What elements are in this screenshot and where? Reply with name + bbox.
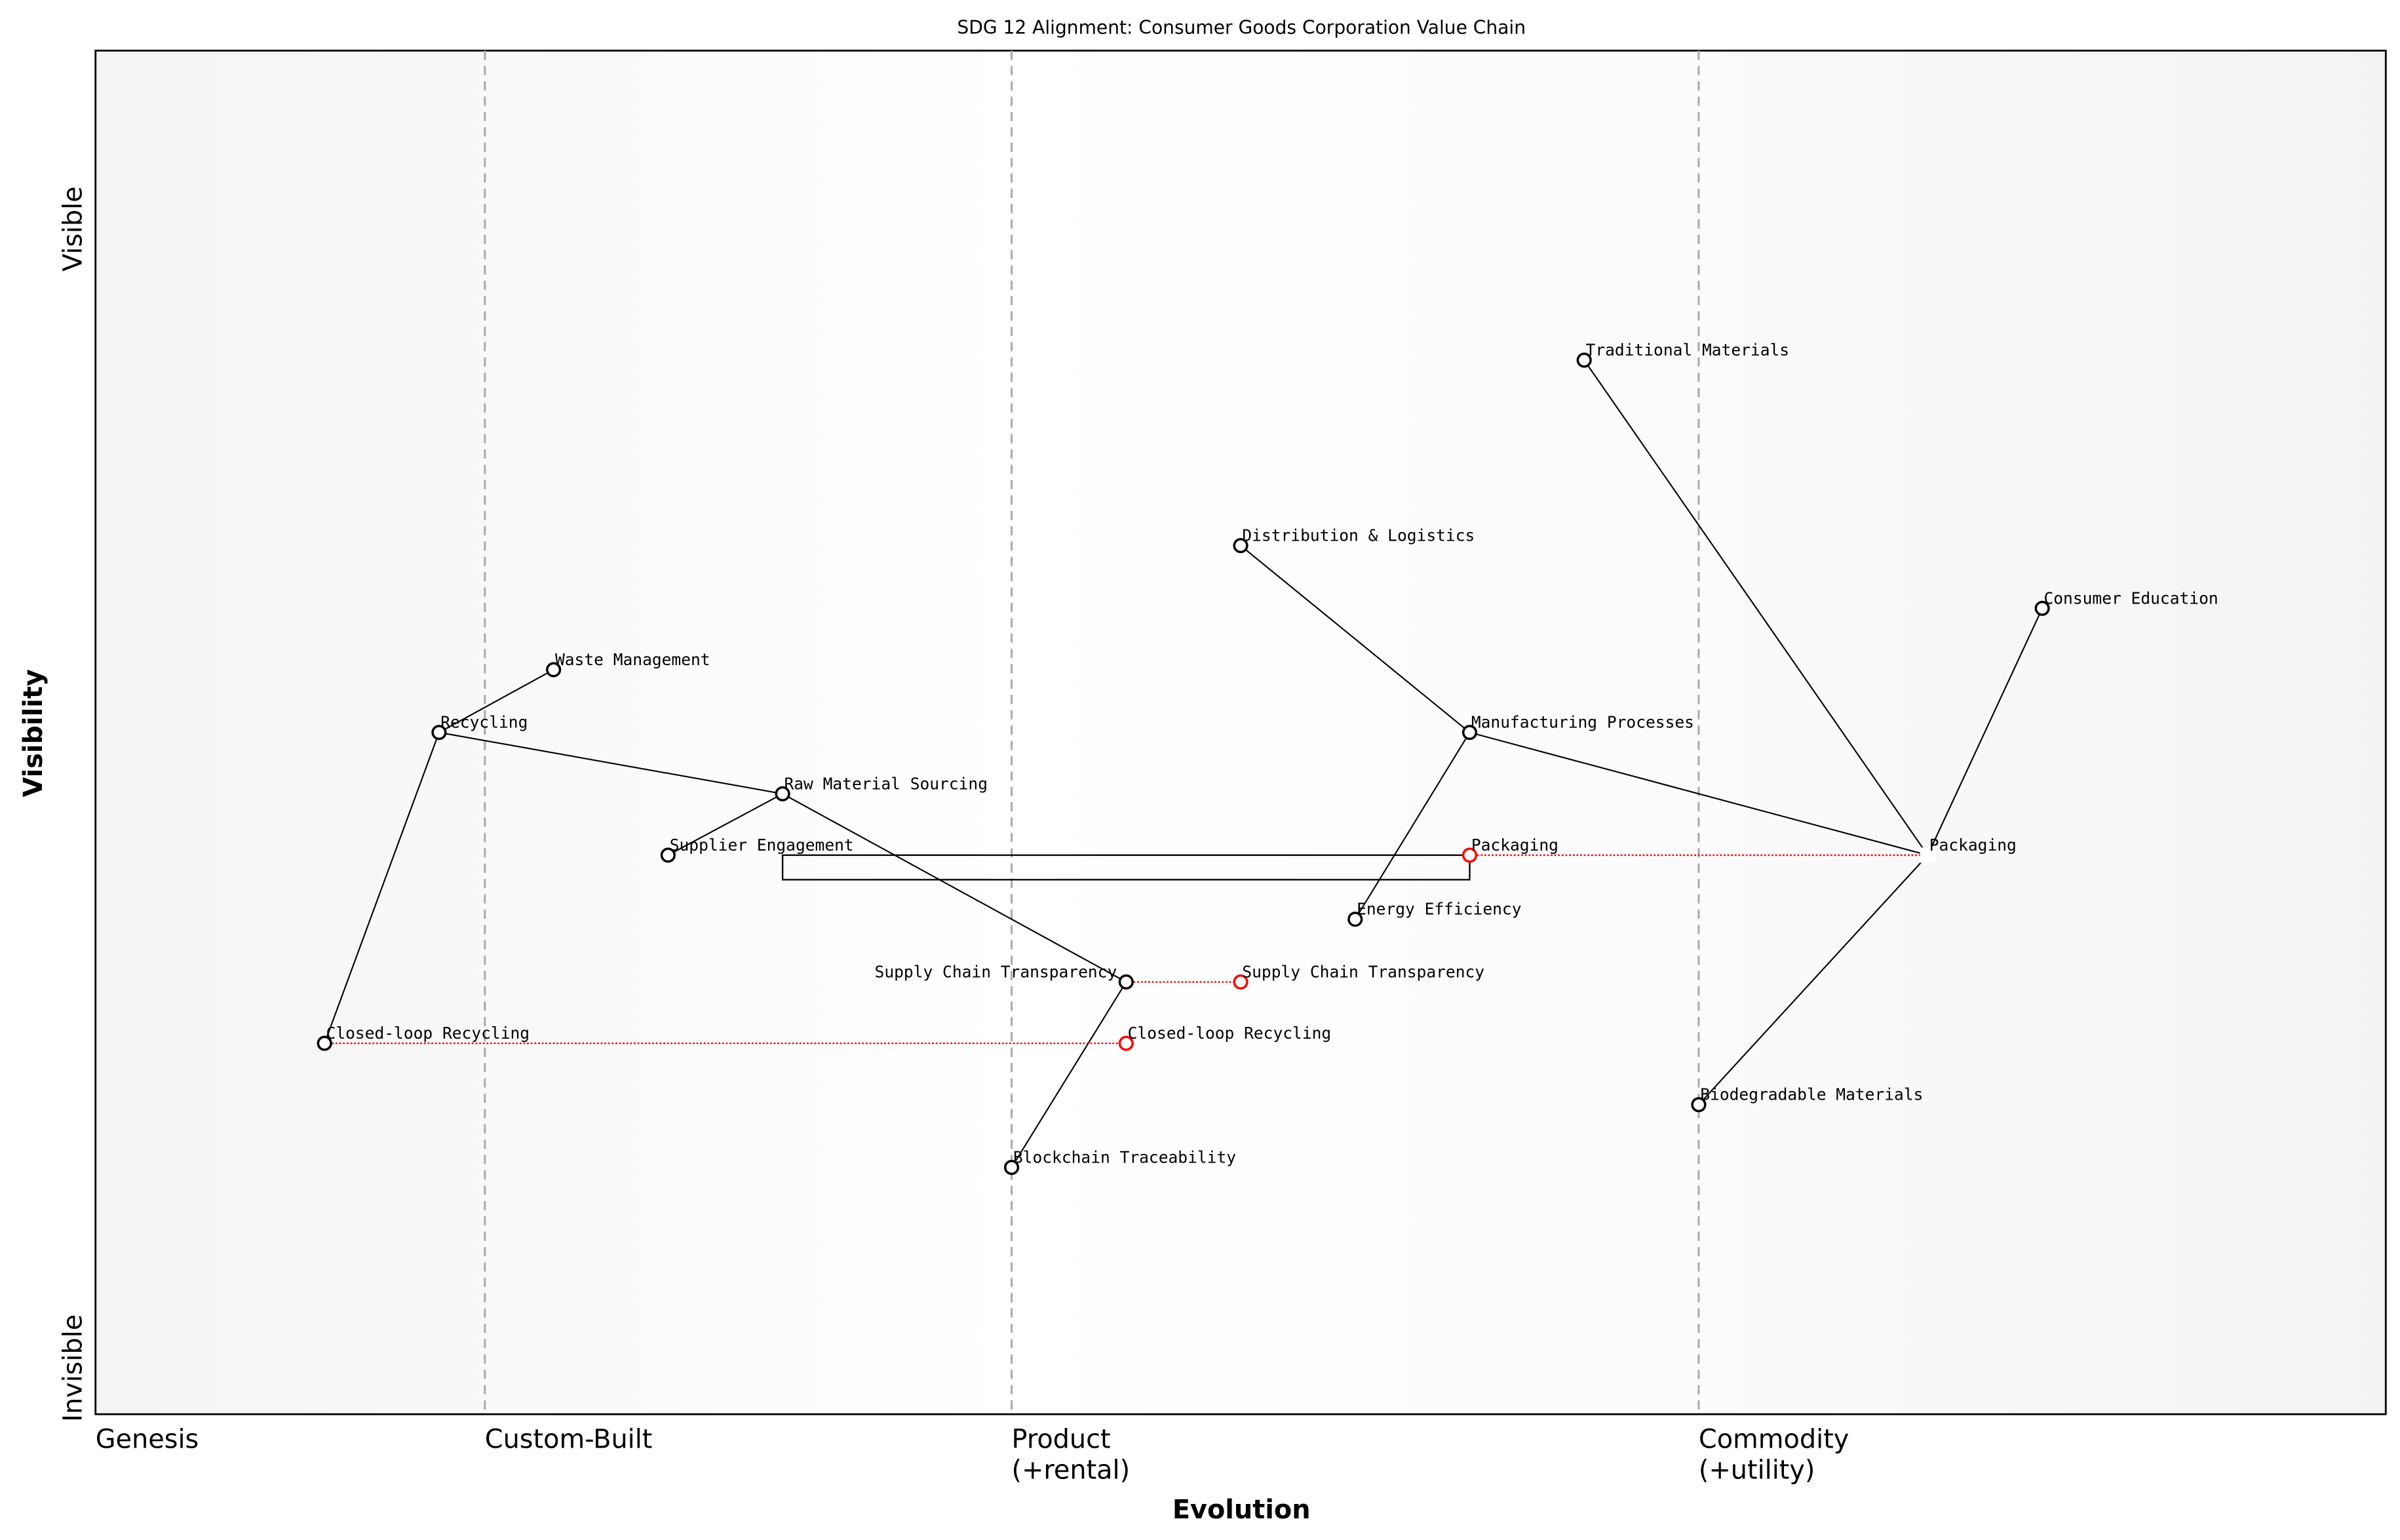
dependency-link [1583, 359, 1929, 856]
component-node[interactable]: Blockchain Traceability [1003, 1147, 1236, 1176]
node-marker [317, 1035, 332, 1051]
node-label: Packaging [1929, 836, 2017, 855]
component-node[interactable]: Biodegradable Materials [1691, 1085, 1923, 1113]
stage-label: Custom-Built [485, 1425, 653, 1455]
node-label: Supply Chain Transparency [1242, 962, 1484, 981]
node-marker [1118, 1035, 1134, 1051]
node-marker [660, 847, 676, 863]
node-label: Blockchain Traceability [1013, 1147, 1236, 1166]
dependency-link [438, 731, 783, 795]
component-node[interactable]: Closed-loop Recycling [1118, 1024, 1332, 1051]
component-node[interactable]: Packaging [1920, 836, 2017, 863]
dependency-link [1927, 607, 2043, 856]
component-node[interactable]: Packaging [1461, 836, 1558, 863]
node-marker [1691, 1097, 1707, 1113]
component-node[interactable]: Energy Efficiency [1347, 900, 1522, 927]
y-bottom-label: Invisible [58, 1315, 88, 1422]
component-node[interactable]: Recycling [431, 713, 528, 741]
node-marker [1576, 353, 1592, 368]
component-node[interactable]: Consumer Education [2034, 588, 2218, 616]
node-marker [1003, 1159, 1020, 1176]
node-marker [1920, 847, 1936, 863]
dependency-link [1354, 732, 1471, 920]
stage-label: Genesis [96, 1425, 199, 1455]
node-label: Manufacturing Processes [1471, 713, 1694, 732]
node-marker [1118, 974, 1134, 990]
component-node[interactable]: Distribution & Logistics [1233, 526, 1475, 554]
chart-title: SDG 12 Alignment: Consumer Goods Corpora… [957, 16, 1526, 38]
dependency-link [1469, 731, 1928, 856]
dependency-link [1698, 855, 1929, 1106]
y-top-label: Visible [58, 186, 88, 271]
dependency-link [667, 793, 783, 856]
component-node[interactable]: Closed-loop Recycling [317, 1024, 530, 1051]
node-marker [2034, 600, 2050, 616]
node-label: Packaging [1471, 836, 1558, 855]
dependency-link [782, 793, 1127, 983]
node-label: Distribution & Logistics [1242, 526, 1475, 545]
node-marker [431, 725, 447, 741]
node-label: Supply Chain Transparency [875, 962, 1117, 981]
dependency-link [1011, 981, 1127, 1168]
dependency-link [1240, 545, 1471, 733]
node-marker [1233, 537, 1248, 554]
node-marker [1461, 847, 1478, 863]
node-marker [1461, 725, 1478, 741]
node-label: Biodegradable Materials [1700, 1085, 1923, 1104]
node-marker [775, 786, 790, 801]
node-label: Waste Management [555, 650, 710, 669]
component-node[interactable]: Supply Chain Transparency [875, 962, 1134, 990]
plot-area [94, 49, 2387, 1415]
node-marker [546, 662, 562, 678]
node-label: Supplier Engagement [670, 836, 854, 855]
node-label: Recycling [440, 713, 528, 732]
stage-label: Product (+rental) [1012, 1425, 1131, 1486]
node-label: Energy Efficiency [1357, 900, 1521, 919]
node-label: Closed-loop Recycling [326, 1024, 530, 1043]
stage-label: Commodity (+utility) [1699, 1425, 1849, 1486]
dependency-link [438, 669, 554, 733]
node-marker [1347, 912, 1363, 927]
node-label: Closed-loop Recycling [1128, 1024, 1332, 1043]
component-node[interactable]: Traditional Materials [1576, 341, 1790, 368]
dependency-link [324, 732, 440, 1044]
x-axis-label: Evolution [1172, 1495, 1311, 1525]
y-axis-label: Visibility [18, 669, 48, 797]
component-node[interactable]: Supply Chain Transparency [1233, 962, 1484, 990]
component-node[interactable]: Manufacturing Processes [1461, 713, 1694, 741]
node-label: Traditional Materials [1586, 341, 1790, 360]
node-label: Raw Material Sourcing [784, 774, 988, 793]
node-marker [1233, 974, 1248, 990]
component-node[interactable]: Raw Material Sourcing [775, 774, 988, 801]
node-label: Consumer Education [2043, 588, 2218, 607]
pipeline [781, 854, 1471, 881]
component-node[interactable]: Supplier Engagement [660, 836, 854, 863]
component-node[interactable]: Waste Management [546, 650, 710, 678]
